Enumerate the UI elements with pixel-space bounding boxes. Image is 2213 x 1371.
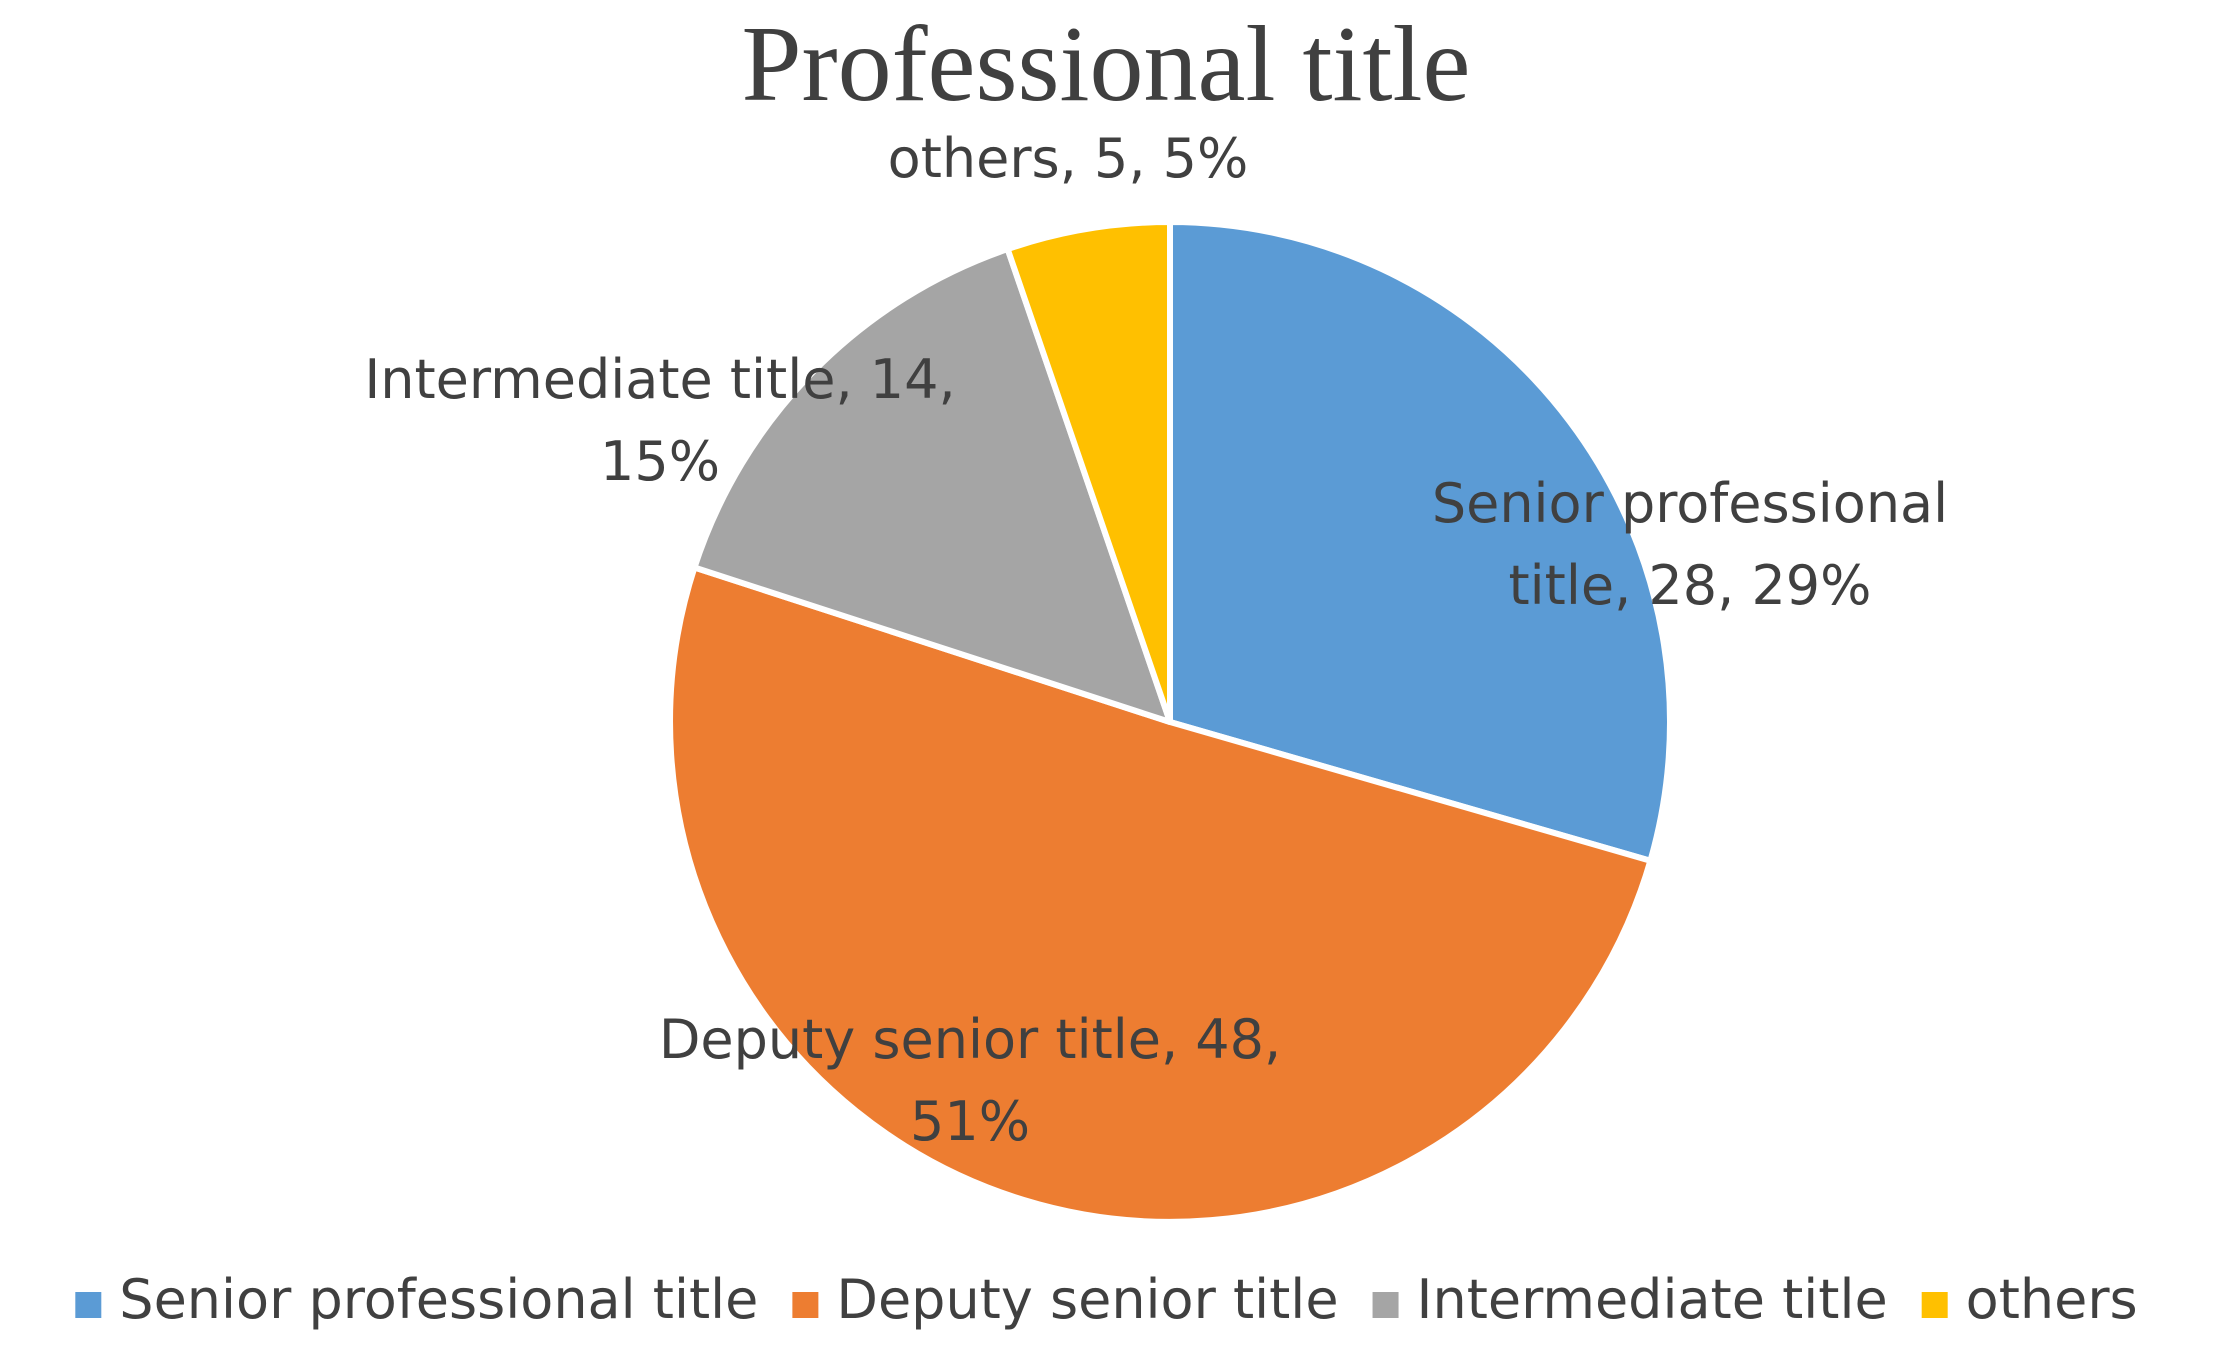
legend-label: Senior professional title [119, 1268, 758, 1331]
data-label-line: Intermediate title, 14, [364, 348, 955, 411]
legend-swatch [1921, 1292, 1948, 1318]
pie-slice-senior-professional-title [1167, 219, 1673, 864]
legend-item-deputy-senior-title: Deputy senior title [792, 1268, 1339, 1331]
data-labels: Senior professional title, 28, 29% Deputy … [364, 127, 1948, 1153]
legend-item-others: others [1921, 1268, 2138, 1331]
legend-swatch [75, 1292, 102, 1318]
pie-slice-deputy-senior-title [667, 564, 1654, 1225]
chart-title: Professional title [742, 5, 1471, 124]
legend: Senior professional title Deputy senior t… [75, 1268, 2138, 1331]
data-label-intermediate-title: Intermediate title, 14, 15% [364, 348, 955, 493]
pie-slice-others [1004, 219, 1173, 725]
data-label-line: others, 5, 5% [888, 127, 1249, 190]
legend-label: others [1966, 1268, 2138, 1331]
legend-label: Deputy senior title [836, 1268, 1338, 1331]
legend-swatch [1372, 1292, 1399, 1318]
legend-label: Intermediate title [1417, 1268, 1888, 1331]
data-label-line: 51% [910, 1090, 1030, 1153]
legend-item-intermediate-title: Intermediate title [1372, 1268, 1888, 1331]
legend-swatch [792, 1292, 819, 1318]
data-label-line: Senior professional [1432, 472, 1948, 535]
pie-slices [667, 219, 1673, 1225]
legend-item-senior-professional-title: Senior professional title [75, 1268, 758, 1331]
data-label-line: title, 28, 29% [1509, 554, 1872, 617]
data-label-line: Deputy senior title, 48, [659, 1008, 1281, 1071]
data-label-others: others, 5, 5% [888, 127, 1249, 190]
data-label-deputy-senior-title: Deputy senior title, 48, 51% [659, 1008, 1281, 1153]
data-label-senior-professional-title: Senior professional title, 28, 29% [1432, 472, 1948, 617]
data-label-line: 15% [600, 430, 720, 493]
pie-slice-intermediate-title [691, 246, 1173, 725]
